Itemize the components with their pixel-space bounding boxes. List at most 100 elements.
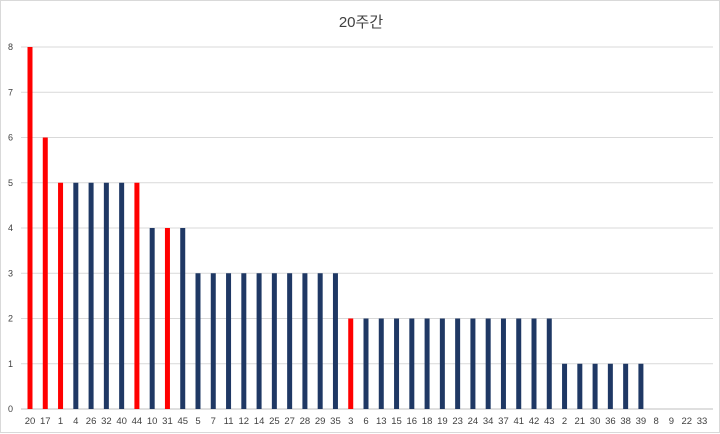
x-tick-label: 36: [605, 416, 616, 427]
x-tick-label: 43: [544, 416, 555, 427]
bar-10: [149, 228, 155, 409]
y-tick-label: 4: [8, 223, 13, 233]
x-tick-label: 23: [452, 416, 463, 427]
y-tick-label: 8: [8, 42, 13, 52]
bar-16: [409, 318, 415, 409]
x-tick-label: 12: [239, 416, 250, 427]
y-tick-label: 2: [8, 314, 13, 324]
bar-11: [226, 273, 232, 409]
x-tick-label: 11: [224, 416, 234, 427]
bar-6: [363, 318, 369, 409]
x-tick-label: 19: [437, 416, 448, 427]
x-tick-label: 40: [116, 416, 127, 427]
x-tick-label: 29: [315, 416, 326, 427]
bar-39: [638, 363, 644, 409]
bar-17: [42, 137, 48, 409]
x-tick-label: 25: [269, 416, 280, 427]
y-axis-ticks: 0 1 2 3 4 5 6 7 8: [8, 42, 13, 414]
bar-5: [195, 273, 201, 409]
x-tick-label: 38: [620, 416, 631, 427]
y-tick-label: 7: [8, 87, 13, 97]
bar-35: [332, 273, 338, 409]
x-tick-label: 6: [363, 416, 368, 427]
x-tick-label: 33: [697, 416, 708, 427]
bar-34: [485, 318, 491, 409]
x-tick-label: 2: [562, 416, 567, 427]
x-tick-label: 3: [348, 416, 353, 427]
bar-37: [500, 318, 506, 409]
x-tick-label: 8: [654, 416, 659, 427]
bar-19: [439, 318, 445, 409]
x-tick-label: 1: [58, 416, 63, 427]
x-tick-label: 10: [147, 416, 158, 427]
x-tick-label: 31: [162, 416, 173, 427]
x-tick-label: 30: [590, 416, 601, 427]
x-tick-label: 37: [498, 416, 509, 427]
bar-23: [455, 318, 461, 409]
bar-7: [210, 273, 216, 409]
bar-44: [134, 182, 140, 409]
x-tick-label: 26: [86, 416, 97, 427]
x-tick-label: 41: [513, 416, 524, 427]
x-tick-label: 15: [391, 416, 402, 427]
y-tick-label: 1: [8, 359, 13, 369]
bar-43: [546, 318, 552, 409]
y-tick-label: 3: [8, 268, 13, 278]
bar-15: [394, 318, 400, 409]
x-tick-label: 9: [669, 416, 674, 427]
bar-40: [119, 182, 125, 409]
bar-26: [88, 182, 94, 409]
x-tick-label: 34: [483, 416, 494, 427]
bar-25: [271, 273, 277, 409]
bars: [27, 47, 644, 409]
x-tick-label: 39: [636, 416, 647, 427]
y-tick-label: 5: [8, 178, 13, 188]
y-tick-label: 0: [8, 404, 13, 414]
x-tick-label: 16: [407, 416, 418, 427]
x-tick-label: 45: [177, 416, 188, 427]
x-tick-label: 32: [101, 416, 112, 427]
bar-38: [623, 363, 629, 409]
x-tick-label: 20: [25, 416, 36, 427]
x-tick-label: 7: [211, 416, 216, 427]
bar-32: [103, 182, 109, 409]
bar-29: [317, 273, 323, 409]
bar-20: [27, 47, 33, 409]
bar-2: [562, 363, 568, 409]
bar-3: [348, 318, 354, 409]
x-tick-label: 5: [195, 416, 200, 427]
bar-21: [577, 363, 583, 409]
bar-12: [241, 273, 247, 409]
bar-13: [378, 318, 384, 409]
bar-14: [256, 273, 262, 409]
x-axis-ticks: 20 17 1 4 26 32 40 44 10 31 45 5 7 11 12 14 25 27 28 29 35 3 6…: [25, 416, 708, 427]
bar-31: [164, 228, 170, 409]
bar-45: [180, 228, 186, 409]
bar-41: [516, 318, 522, 409]
bar-30: [592, 363, 598, 409]
x-tick-label: 4: [73, 416, 78, 427]
bar-18: [424, 318, 430, 409]
bar-42: [531, 318, 537, 409]
bar-1: [58, 182, 64, 409]
x-tick-label: 13: [376, 416, 387, 427]
bar-27: [287, 273, 293, 409]
y-tick-label: 6: [8, 133, 13, 143]
x-tick-label: 22: [681, 416, 692, 427]
bar-24: [470, 318, 476, 409]
bar-36: [607, 363, 613, 409]
chart-title: 20주간: [338, 14, 384, 31]
x-tick-label: 17: [40, 416, 51, 427]
x-tick-label: 42: [529, 416, 540, 427]
x-tick-label: 28: [300, 416, 311, 427]
x-tick-label: 44: [132, 416, 143, 427]
x-tick-label: 21: [575, 416, 586, 427]
x-tick-label: 14: [254, 416, 265, 427]
bar-28: [302, 273, 308, 409]
x-tick-label: 18: [422, 416, 433, 427]
bar-4: [73, 182, 79, 409]
x-tick-label: 24: [468, 416, 479, 427]
x-tick-label: 35: [330, 416, 341, 427]
